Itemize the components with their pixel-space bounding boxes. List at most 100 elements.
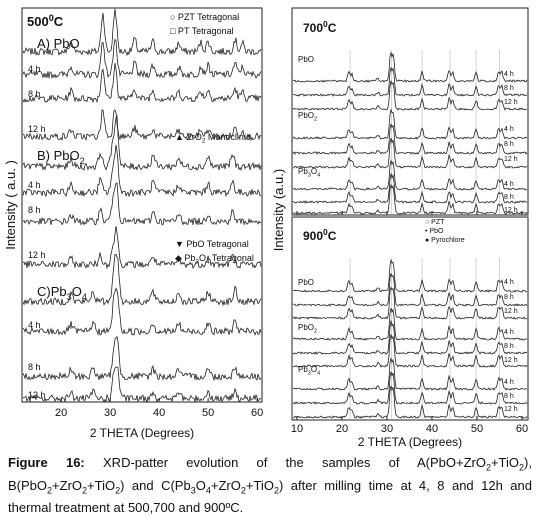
- xrd-trace: [22, 287, 262, 336]
- hour-label: 4 h: [28, 320, 41, 330]
- text-part: PbO: [298, 55, 314, 64]
- text-part: 2: [202, 138, 206, 145]
- x-tick-label: 60: [251, 407, 263, 419]
- caption: Figure 16: XRD-patter evolution of the s…: [8, 454, 532, 516]
- xrd-trace: [22, 114, 262, 171]
- x-tick-label: 30: [104, 407, 116, 419]
- xrd-trace: [292, 371, 528, 405]
- text-part: ◆ Pb: [175, 253, 195, 263]
- hour-label: 12 h: [504, 99, 518, 106]
- hour-label: 12 h: [28, 250, 46, 260]
- text-part: Pb: [298, 365, 308, 374]
- text-part: 2: [80, 156, 85, 166]
- text-part: 2: [314, 116, 317, 122]
- text-part: Pb: [298, 167, 308, 176]
- xrd-trace: [292, 160, 528, 191]
- hour-label: 4 h: [504, 71, 514, 78]
- legend-entry: • PbO: [425, 228, 444, 235]
- text-part: Monoclinic: [205, 132, 251, 142]
- x-tick-label: 50: [471, 423, 483, 435]
- hour-label: 4 h: [504, 126, 514, 133]
- text-part: 0: [323, 227, 328, 237]
- xrd-trace: [292, 51, 528, 83]
- sample-label: PbO2: [298, 111, 317, 122]
- sample-label: PbO2: [298, 323, 317, 334]
- caption-part: 4: [205, 485, 211, 496]
- x-tick-label: 60: [516, 423, 528, 435]
- xrd-trace: [292, 286, 528, 320]
- hour-label: 12 h: [504, 357, 518, 364]
- hour-label: 12 h: [504, 207, 518, 214]
- text-part: 3: [308, 172, 311, 178]
- text-part: C: [54, 14, 64, 29]
- hour-label: 12 h: [504, 308, 518, 315]
- sample-label: B) PbO2: [37, 148, 85, 166]
- xrd-trace: [292, 258, 528, 293]
- xrd-trace: [22, 144, 262, 198]
- x-tick-label: 20: [55, 407, 67, 419]
- hour-label: 12 h: [504, 406, 518, 413]
- sample-label: Pb3O4: [298, 365, 320, 376]
- xrd-trace: [292, 357, 528, 391]
- text-part: ▼ PbO Tetragonal: [175, 239, 249, 249]
- caption-lead: Figure 16:: [8, 455, 85, 470]
- xrd-trace: [292, 123, 528, 155]
- hour-label: 12 h: [504, 156, 518, 163]
- text-part: O: [199, 253, 206, 263]
- caption-part: +TiO: [87, 477, 116, 493]
- xrd-trace: [292, 80, 528, 111]
- text-part: PbO: [298, 111, 314, 120]
- caption-part: 2: [82, 485, 88, 496]
- text-part: 4: [206, 259, 210, 266]
- xrd-trace: [22, 226, 262, 270]
- caption-part: +TiO: [490, 455, 520, 470]
- caption-part: O: [195, 477, 206, 493]
- xrd-trace: [293, 307, 528, 341]
- caption-part: 2: [47, 485, 53, 496]
- text-part: 500: [27, 14, 49, 29]
- right-top-frame: [291, 7, 529, 216]
- text-part: 0: [49, 13, 54, 23]
- text-part: C: [328, 21, 337, 35]
- hour-label: 8 h: [504, 141, 514, 148]
- text-part: 4: [317, 370, 320, 376]
- caption-part: +ZrO: [210, 477, 241, 493]
- xrd-trace: [22, 8, 262, 57]
- x-axis-label: 2 THETA (Degrees): [358, 435, 462, 449]
- hour-label: 4 h: [504, 329, 514, 336]
- hour-label: 4 h: [28, 180, 41, 190]
- xrd-trace: [22, 182, 262, 226]
- hour-label: 8 h: [28, 89, 41, 99]
- text-part: 900: [303, 229, 323, 243]
- hour-label: 8 h: [28, 205, 41, 215]
- sample-label: PbO: [298, 55, 314, 64]
- text-part: 0: [323, 19, 328, 29]
- text-part: A) PbO: [37, 36, 80, 51]
- text-part: C)Pb: [37, 284, 67, 299]
- legend-entry: ● Pyrochlore: [425, 237, 465, 244]
- xrd-trace: [22, 253, 262, 307]
- text-part: 2: [314, 328, 317, 334]
- text-part: 700: [303, 21, 323, 35]
- x-tick-label: 40: [153, 407, 165, 419]
- caption-part: 3: [190, 485, 196, 496]
- hour-label: 12 h: [28, 124, 46, 134]
- left-frame: [21, 7, 263, 403]
- xrd-trace: [292, 320, 528, 355]
- text-part: O: [72, 284, 82, 299]
- text-part: PbO: [298, 323, 314, 332]
- xrd-trace: [22, 335, 262, 382]
- xrd-trace: [292, 173, 527, 204]
- xrd-trace: [22, 366, 262, 404]
- sample-label: A) PbO: [37, 36, 80, 51]
- x-tick-label: 20: [336, 423, 348, 435]
- caption-part: 2: [273, 485, 279, 496]
- text-part: 3: [308, 370, 311, 376]
- legend-entry: □ PT Tetragonal: [170, 26, 234, 36]
- legend-entry: ○ PZT Tetragonal: [170, 12, 239, 22]
- xrd-trace: [22, 63, 262, 104]
- xrd-trace: [22, 109, 262, 142]
- text-part: B) PbO: [37, 148, 80, 163]
- hour-label: 8 h: [504, 85, 514, 92]
